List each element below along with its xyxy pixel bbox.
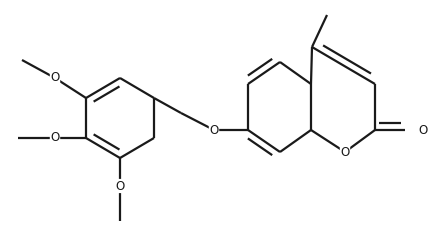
Text: O: O [418,124,427,136]
Text: O: O [51,71,59,85]
Text: O: O [51,131,59,145]
Text: O: O [209,124,219,136]
Text: O: O [116,180,125,192]
Text: O: O [340,146,350,158]
